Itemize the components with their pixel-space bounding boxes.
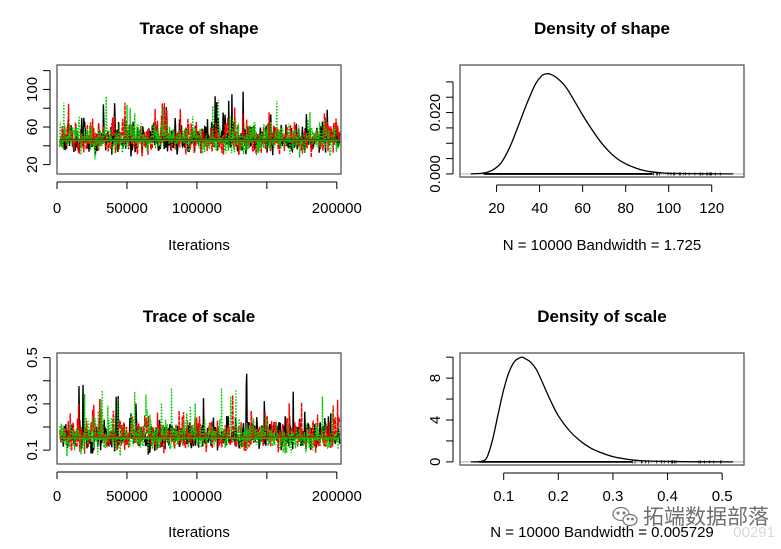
trace-of-shape-panel: Trace of shape 0 50000 100000 200000 20 60 10…: [24, 19, 362, 254]
y-tick-label: 0.1: [24, 440, 41, 461]
x-axis-label: N = 10000 Bandwidth = 0.005729: [490, 524, 714, 541]
x-tick-label: 100000: [172, 488, 222, 505]
x-tick-label: 0.5: [712, 488, 733, 505]
x-tick-label: 0.3: [602, 488, 623, 505]
x-tick-label: 40: [531, 200, 548, 217]
x-tick-label: 20: [488, 200, 505, 217]
y-tick-label: 8: [427, 374, 444, 382]
y-tick-label: 0.5: [24, 347, 41, 368]
x-tick-label: 0.2: [548, 488, 569, 505]
trace-of-scale-panel: Trace of scale 0 50000 100000 200000 0.1 0.3…: [24, 307, 362, 541]
trace-series-3: [59, 96, 341, 160]
x-tick-label: 200000: [312, 488, 362, 505]
density-curve: [460, 356, 744, 464]
watermark-url-text: 00291: [733, 524, 775, 541]
y-tick-label: 4: [427, 416, 444, 424]
density-of-scale-panel: Density of scale 0.1 0.2 0.3 0.4 0.5 0 4 8 N =…: [427, 307, 745, 541]
x-axis: 20 40 60 80 100 120: [488, 184, 724, 217]
density-of-shape-panel: Density of shape 20 40 60 80 100 120 0.0000.0…: [427, 19, 745, 254]
y-tick-label: 60: [24, 119, 41, 136]
trace-series-1: [59, 91, 341, 157]
density-curve: [460, 73, 744, 176]
y-tick-label: 20: [24, 156, 41, 173]
x-axis: 0 50000 100000 200000: [53, 471, 362, 505]
x-tick-label: 0.1: [493, 488, 514, 505]
chart-title: Trace of scale: [143, 307, 255, 326]
x-tick-label: 200000: [312, 200, 362, 217]
trace-lines: [59, 91, 341, 160]
y-axis: 0 4 8: [427, 356, 454, 466]
trace-lines: [59, 373, 341, 457]
x-axis-label: Iterations: [168, 237, 230, 254]
y-tick-label: 0.020: [427, 94, 444, 132]
x-tick-label: 0.4: [657, 488, 678, 505]
x-tick-label: 0: [53, 200, 61, 217]
y-tick-label: 0.000: [427, 155, 444, 193]
plot-box: [459, 352, 745, 466]
chart-title: Density of shape: [534, 19, 670, 38]
y-tick-label: 0.3: [24, 393, 41, 414]
x-tick-label: 100000: [172, 200, 222, 217]
x-tick-label: 80: [617, 200, 634, 217]
x-tick-label: 50000: [106, 200, 148, 217]
wechat-icon: [612, 506, 638, 527]
density-line: [470, 73, 734, 175]
x-axis-label: N = 10000 Bandwidth = 1.725: [503, 237, 702, 254]
y-tick-label: 100: [24, 77, 41, 102]
chart-title: Trace of shape: [139, 19, 258, 38]
y-axis: 20 60 100: [24, 70, 51, 173]
y-axis: 0.000 0.020: [427, 81, 454, 193]
x-axis: 0.1 0.2 0.3 0.4 0.5: [493, 472, 733, 505]
chart-title: Density of scale: [537, 307, 666, 326]
x-tick-label: 120: [699, 200, 724, 217]
y-axis: 0.1 0.3 0.5: [24, 347, 51, 461]
plot-box: [56, 352, 342, 465]
watermark-text: 拓端数据部落: [643, 505, 769, 529]
x-tick-label: 100: [656, 200, 681, 217]
plot-box: [459, 64, 745, 178]
density-line: [470, 356, 734, 463]
x-tick-label: 50000: [106, 488, 148, 505]
x-tick-label: 60: [574, 200, 591, 217]
x-axis: 0 50000 100000 200000: [53, 181, 362, 217]
plot-box: [56, 64, 342, 175]
watermark: 00291 拓端数据部落: [612, 505, 775, 541]
x-axis-label: Iterations: [168, 524, 230, 541]
x-tick-label: 0: [53, 488, 61, 505]
y-tick-label: 0: [427, 458, 444, 466]
